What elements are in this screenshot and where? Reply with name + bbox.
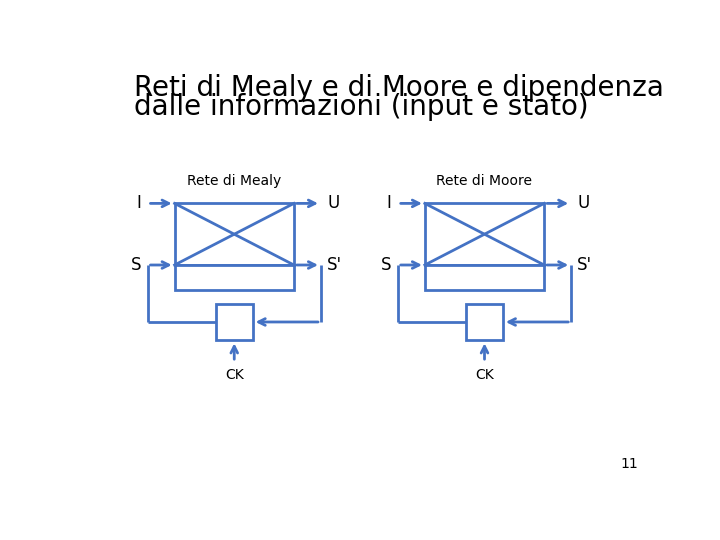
Text: Reti di Mealy e di Moore e dipendenza: Reti di Mealy e di Moore e dipendenza bbox=[134, 74, 664, 102]
Bar bbox=[174, 204, 294, 265]
Text: S: S bbox=[131, 256, 141, 274]
Text: Rete di Moore: Rete di Moore bbox=[436, 174, 533, 188]
Text: S: S bbox=[381, 256, 392, 274]
Text: Rete di Mealy: Rete di Mealy bbox=[187, 174, 282, 188]
Text: S': S' bbox=[327, 256, 342, 274]
Bar bbox=[466, 303, 503, 340]
Text: CK: CK bbox=[225, 368, 243, 382]
Bar bbox=[216, 303, 253, 340]
Text: U: U bbox=[577, 194, 590, 212]
Bar bbox=[425, 265, 544, 289]
Text: CK: CK bbox=[475, 368, 494, 382]
Bar bbox=[425, 204, 544, 265]
Text: U: U bbox=[327, 194, 339, 212]
Text: 11: 11 bbox=[621, 457, 639, 471]
Text: dalle informazioni (input e stato): dalle informazioni (input e stato) bbox=[134, 93, 589, 121]
Text: I: I bbox=[387, 194, 392, 212]
Text: I: I bbox=[137, 194, 141, 212]
Bar bbox=[174, 265, 294, 289]
Text: S': S' bbox=[577, 256, 593, 274]
